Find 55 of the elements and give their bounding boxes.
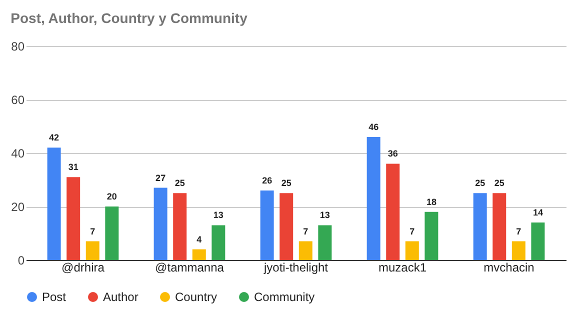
y-tick-label: 60 [11,93,25,107]
data-label: 36 [388,148,398,159]
bar [298,241,312,260]
x-tick-label: @tammanna [155,260,224,274]
data-label: 46 [368,122,379,132]
data-label: 26 [262,175,272,186]
legend-label: Community [254,290,315,304]
bar [280,193,294,260]
data-label: 25 [174,178,185,188]
data-label: 13 [213,210,224,220]
bar [531,222,545,260]
data-label: 31 [68,162,78,172]
x-tick-label: @drhira [62,260,105,274]
bar [173,193,187,260]
bar [212,225,226,260]
bar [192,249,206,260]
y-tick-label: 40 [11,146,25,160]
bar [386,164,400,260]
data-label: 7 [90,226,96,236]
bar [473,193,487,260]
data-label: 18 [426,196,436,207]
bar [512,241,526,260]
data-label: 7 [303,226,308,236]
data-label: 7 [516,226,522,236]
bar [366,136,380,260]
legend-label: Author [103,290,138,304]
bar [492,193,506,260]
legend-label: Post [42,290,67,304]
data-label: 14 [532,208,543,218]
data-label: 7 [410,226,415,236]
x-tick-label: mvchacin [484,260,534,274]
y-tick-label: 20 [11,200,25,214]
data-label: 4 [196,234,202,244]
y-tick-label: 80 [11,40,25,54]
chart-title: Post, Author, Country y Community [10,10,248,26]
bar [424,212,438,260]
bar [66,177,80,260]
bar [405,241,419,260]
data-label: 25 [475,178,486,188]
bar [154,188,168,260]
data-label: 25 [281,178,292,188]
bar [86,241,100,260]
data-label: 13 [320,210,330,220]
legend-label: Country [175,290,218,304]
x-tick-label: muzack1 [378,260,427,274]
bar [260,190,274,260]
bar [318,225,332,260]
data-label: 42 [49,132,60,143]
bar [105,206,119,260]
x-tick-label: jyoti-thelight [262,260,329,274]
data-label: 25 [494,178,504,188]
y-tick-label: 0 [18,254,25,268]
data-label: 27 [156,172,166,183]
data-label: 20 [106,192,117,202]
bar [47,148,61,260]
